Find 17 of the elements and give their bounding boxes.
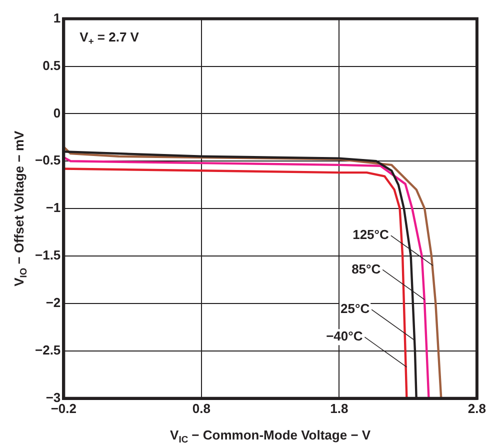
y-tick-label: −2 <box>46 295 61 310</box>
annotation: 25°C <box>340 301 370 316</box>
annotation: −40°C <box>326 328 364 344</box>
y-tick-label: 0.5 <box>42 58 61 73</box>
annotation: 125°C <box>352 227 390 242</box>
y-tick-label: 0 <box>53 105 61 120</box>
y-tick-label: −1 <box>46 200 61 216</box>
annotation: V+ = 2.7 V <box>80 29 140 46</box>
y-tick-label: 1 <box>53 10 61 26</box>
annotation: 85°C <box>352 261 382 276</box>
y-axis-title: VIO − Offset Voltage − mV <box>12 130 28 286</box>
x-tick-label: 1.8 <box>330 400 348 416</box>
y-tick-label: −1.5 <box>34 248 61 263</box>
y-tick-label: −2.5 <box>34 342 61 358</box>
y-tick-label: −0.5 <box>34 152 61 168</box>
x-tick-label: 0.8 <box>192 400 210 416</box>
x-tick-label: 2.8 <box>468 400 486 416</box>
